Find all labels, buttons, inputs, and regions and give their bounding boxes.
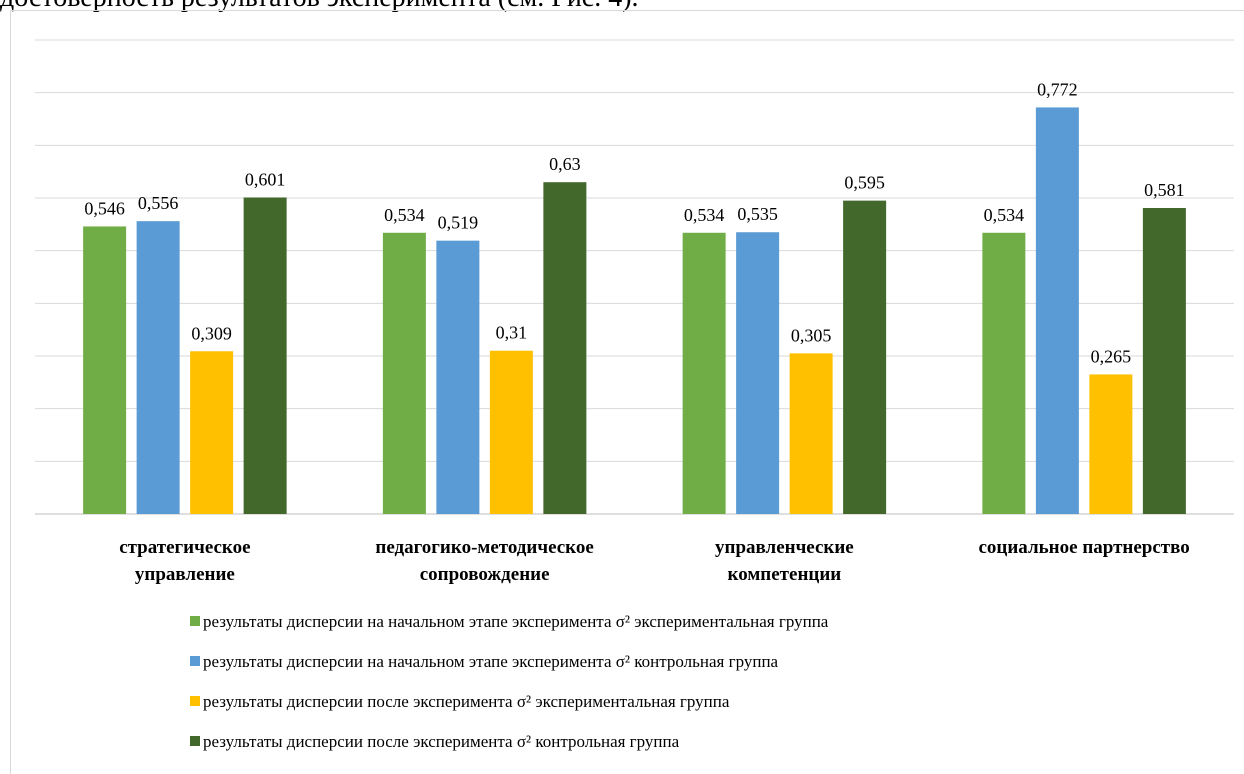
legend-label: результаты дисперсии после эксперимента …	[203, 732, 680, 751]
data-label: 0,534	[384, 205, 425, 225]
data-label: 0,519	[438, 213, 479, 233]
bar	[736, 232, 780, 514]
data-label: 0,534	[684, 205, 725, 225]
bar	[1142, 208, 1186, 515]
data-label: 0,546	[84, 198, 125, 218]
legend-swatch	[190, 616, 200, 626]
x-tick-label: управленческие компетенции	[715, 537, 854, 585]
data-label: 0,581	[1144, 180, 1185, 200]
bar	[382, 232, 426, 514]
bar	[489, 350, 533, 514]
data-label: 0,556	[138, 193, 179, 213]
data-label: 0,601	[245, 169, 286, 189]
legend-label: результаты дисперсии на начальном этапе …	[203, 652, 779, 671]
bar	[83, 226, 127, 514]
data-label: 0,63	[549, 154, 581, 174]
bar	[1089, 374, 1133, 514]
x-tick-label: педагогико-методическое сопровождение	[375, 537, 593, 585]
legend-swatch	[190, 656, 200, 666]
legend-swatch	[190, 696, 200, 706]
x-tick-label: стратегическое управление	[119, 537, 250, 585]
bar	[789, 353, 833, 514]
data-label: 0,534	[984, 205, 1025, 225]
data-label: 0,772	[1037, 79, 1078, 99]
legend-swatch	[190, 736, 200, 746]
bar	[543, 182, 587, 514]
bar	[843, 200, 887, 514]
chart-border	[10, 10, 1244, 774]
bar	[190, 351, 234, 514]
data-label: 0,535	[737, 204, 778, 224]
data-label: 0,595	[844, 173, 885, 193]
data-label: 0,305	[791, 325, 832, 345]
x-tick-label: социальное партнерство	[978, 537, 1189, 558]
legend-label: результаты дисперсии на начальном этапе …	[203, 612, 829, 631]
data-label: 0,265	[1091, 346, 1132, 366]
bar	[243, 197, 287, 514]
bar	[136, 221, 180, 514]
data-label: 0,309	[191, 323, 232, 343]
legend-label: результаты дисперсии после эксперимента …	[203, 692, 730, 711]
bar	[682, 232, 726, 514]
data-label: 0,31	[496, 323, 528, 343]
page-text: достоверность результатов эксперимента (…	[0, 0, 639, 13]
bar	[1035, 107, 1079, 514]
bar	[436, 240, 480, 514]
bar	[982, 232, 1026, 514]
